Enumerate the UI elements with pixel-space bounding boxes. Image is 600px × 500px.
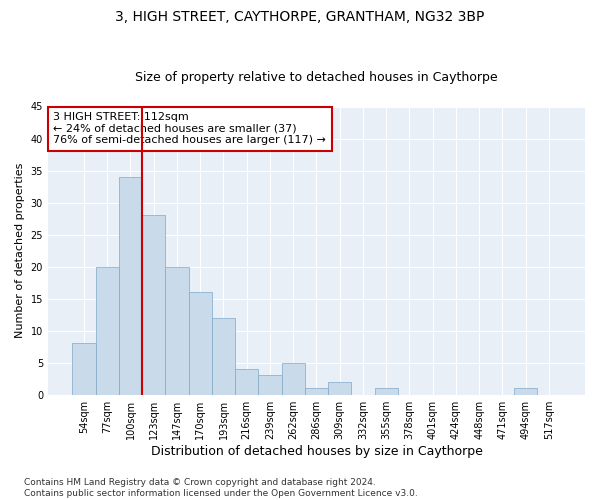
Bar (212, 318, 235, 394)
Y-axis label: Number of detached properties: Number of detached properties (15, 163, 25, 338)
Bar (95, 266, 119, 394)
Bar (374, 388, 398, 394)
Bar (142, 216, 166, 394)
Title: Size of property relative to detached houses in Caythorpe: Size of property relative to detached ho… (135, 72, 498, 85)
X-axis label: Distribution of detached houses by size in Caythorpe: Distribution of detached houses by size … (151, 444, 482, 458)
Bar (166, 266, 188, 394)
Bar (281, 362, 305, 394)
Bar (305, 388, 328, 394)
Text: 3 HIGH STREET: 112sqm
← 24% of detached houses are smaller (37)
76% of semi-deta: 3 HIGH STREET: 112sqm ← 24% of detached … (53, 112, 326, 146)
Bar (328, 382, 352, 394)
Bar (73, 344, 95, 394)
Bar (259, 376, 281, 394)
Bar (514, 388, 538, 394)
Bar (235, 369, 259, 394)
Bar (119, 177, 142, 394)
Text: Contains HM Land Registry data © Crown copyright and database right 2024.
Contai: Contains HM Land Registry data © Crown c… (24, 478, 418, 498)
Bar (188, 292, 212, 394)
Text: 3, HIGH STREET, CAYTHORPE, GRANTHAM, NG32 3BP: 3, HIGH STREET, CAYTHORPE, GRANTHAM, NG3… (115, 10, 485, 24)
